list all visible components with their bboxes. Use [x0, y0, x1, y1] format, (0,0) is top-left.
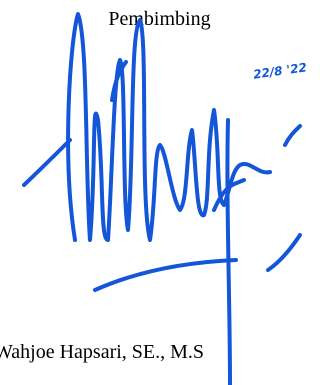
signature [0, 0, 319, 385]
document-page: Pembimbing 22/8 '22 Wahjoe Hapsari, SE.,… [0, 0, 319, 385]
signatory-name: Wahjoe Hapsari, SE., M.S [0, 341, 204, 364]
